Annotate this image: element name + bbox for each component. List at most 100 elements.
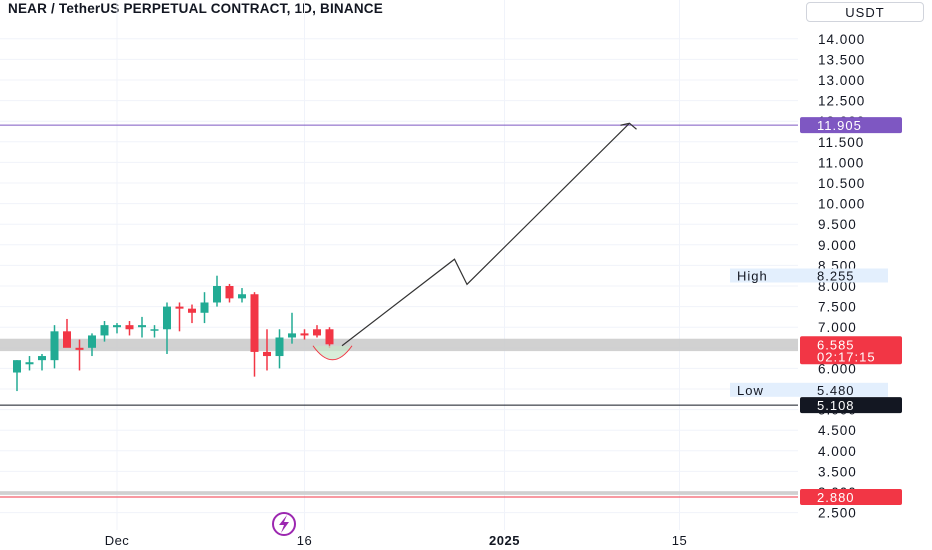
grid bbox=[0, 0, 798, 530]
low-zone-price-tag-value: 2.880 bbox=[817, 490, 855, 505]
price-tick-label: 4.000 bbox=[818, 444, 857, 459]
candle-body bbox=[250, 294, 259, 352]
candle-body bbox=[313, 329, 321, 336]
time-axis: Dec 16 2025 15 bbox=[105, 533, 687, 548]
candle-body bbox=[275, 337, 284, 357]
price-tick-label: 2.500 bbox=[818, 506, 857, 521]
price-tick-label: 11.000 bbox=[818, 155, 864, 170]
price-tick-label: 12.500 bbox=[818, 94, 865, 109]
candle-body bbox=[25, 362, 34, 365]
low-stat-label: Low bbox=[737, 383, 764, 398]
currency-unit-button[interactable]: USDT bbox=[806, 2, 924, 22]
candle bbox=[163, 302, 171, 354]
candle-body bbox=[125, 325, 134, 330]
price-tick-label: 13.500 bbox=[818, 52, 865, 67]
price-tick-label: 10.000 bbox=[818, 197, 865, 212]
candle-body bbox=[213, 286, 221, 303]
candle-body bbox=[288, 333, 296, 338]
candle bbox=[100, 321, 109, 342]
high-stat-value: 8.255 bbox=[817, 268, 855, 283]
candle bbox=[250, 292, 259, 377]
candle-body bbox=[188, 308, 196, 313]
last-price-tag-value: 6.585 bbox=[817, 337, 855, 352]
low-zone-price-tag-bg bbox=[800, 488, 902, 505]
bottom-arc bbox=[312, 345, 353, 361]
price-tick-label: 8.000 bbox=[818, 279, 857, 294]
candle-body bbox=[325, 329, 334, 345]
target-price-tag-bg bbox=[800, 117, 902, 134]
candle-body bbox=[75, 347, 84, 350]
support-price-tag: 5.108 bbox=[800, 397, 902, 414]
price-tick-label: 9.000 bbox=[818, 238, 857, 253]
candle bbox=[200, 292, 209, 324]
candle bbox=[88, 333, 96, 357]
candle bbox=[275, 329, 284, 369]
price-zone bbox=[0, 338, 798, 352]
candle bbox=[138, 316, 146, 338]
time-tick-label: 16 bbox=[297, 533, 312, 548]
candle-body bbox=[238, 294, 246, 299]
candle-body bbox=[263, 351, 271, 357]
candle bbox=[63, 318, 71, 348]
price-tick-label: 13.000 bbox=[818, 73, 865, 88]
low-stat-bg bbox=[730, 382, 888, 397]
target-price-tag: 11.905 bbox=[800, 117, 902, 134]
candle-body bbox=[175, 306, 184, 309]
high-stat-label: High bbox=[737, 268, 768, 283]
candle-body bbox=[38, 356, 46, 361]
candle bbox=[188, 304, 196, 324]
high-stat-bg bbox=[730, 268, 888, 283]
time-tick-label: 15 bbox=[672, 533, 687, 548]
projection-arrowhead bbox=[620, 122, 637, 130]
candle bbox=[50, 325, 59, 369]
price-zone bbox=[0, 491, 798, 495]
projection-path bbox=[341, 122, 630, 347]
candles bbox=[13, 275, 334, 392]
candle bbox=[125, 321, 134, 336]
drawings bbox=[312, 122, 637, 361]
candle bbox=[150, 325, 159, 338]
price-tick-label: 9.500 bbox=[818, 217, 857, 232]
price-zones bbox=[0, 338, 798, 495]
candle bbox=[113, 323, 121, 334]
candle bbox=[213, 275, 221, 307]
candle-body bbox=[63, 331, 71, 348]
chart-title: NEAR / TetherUS PERPETUAL CONTRACT, 1D, … bbox=[8, 1, 383, 16]
low-stat-value: 5.480 bbox=[817, 383, 855, 398]
candle-body bbox=[163, 306, 171, 330]
candle bbox=[25, 356, 34, 371]
candle bbox=[300, 329, 309, 340]
candle-body bbox=[200, 302, 209, 313]
high-stat: High 8.255 bbox=[730, 268, 888, 283]
price-tick-label: 7.500 bbox=[818, 300, 857, 315]
price-tick-label: 6.000 bbox=[818, 361, 857, 376]
candle-body bbox=[300, 333, 309, 336]
price-tick-label: 4.500 bbox=[818, 423, 857, 438]
candle bbox=[325, 327, 334, 348]
price-tick-label: 11.500 bbox=[818, 135, 864, 150]
low-zone-price-tag: 2.880 bbox=[800, 488, 902, 505]
candle bbox=[175, 302, 184, 332]
time-tick-label: 2025 bbox=[489, 533, 520, 548]
last-price-tag-bg bbox=[800, 336, 902, 365]
candle-body bbox=[138, 325, 146, 328]
candle bbox=[263, 329, 271, 371]
candle bbox=[38, 353, 46, 371]
horizontal-lines bbox=[0, 124, 798, 498]
price-tick-label: 7.000 bbox=[818, 320, 857, 335]
candle-body bbox=[100, 325, 109, 336]
target-price-tag-value: 11.905 bbox=[817, 118, 862, 133]
candle-body bbox=[88, 335, 96, 348]
low-stat: Low 5.480 bbox=[730, 382, 888, 398]
candle bbox=[288, 312, 296, 344]
candle-body bbox=[113, 325, 121, 328]
candle-body bbox=[13, 360, 21, 373]
candle-body bbox=[225, 286, 234, 299]
lightning-icon[interactable] bbox=[272, 512, 296, 536]
candle-body bbox=[150, 329, 159, 331]
candle bbox=[225, 283, 234, 303]
price-tick-label: 3.500 bbox=[818, 464, 857, 479]
candle-body bbox=[50, 331, 59, 361]
